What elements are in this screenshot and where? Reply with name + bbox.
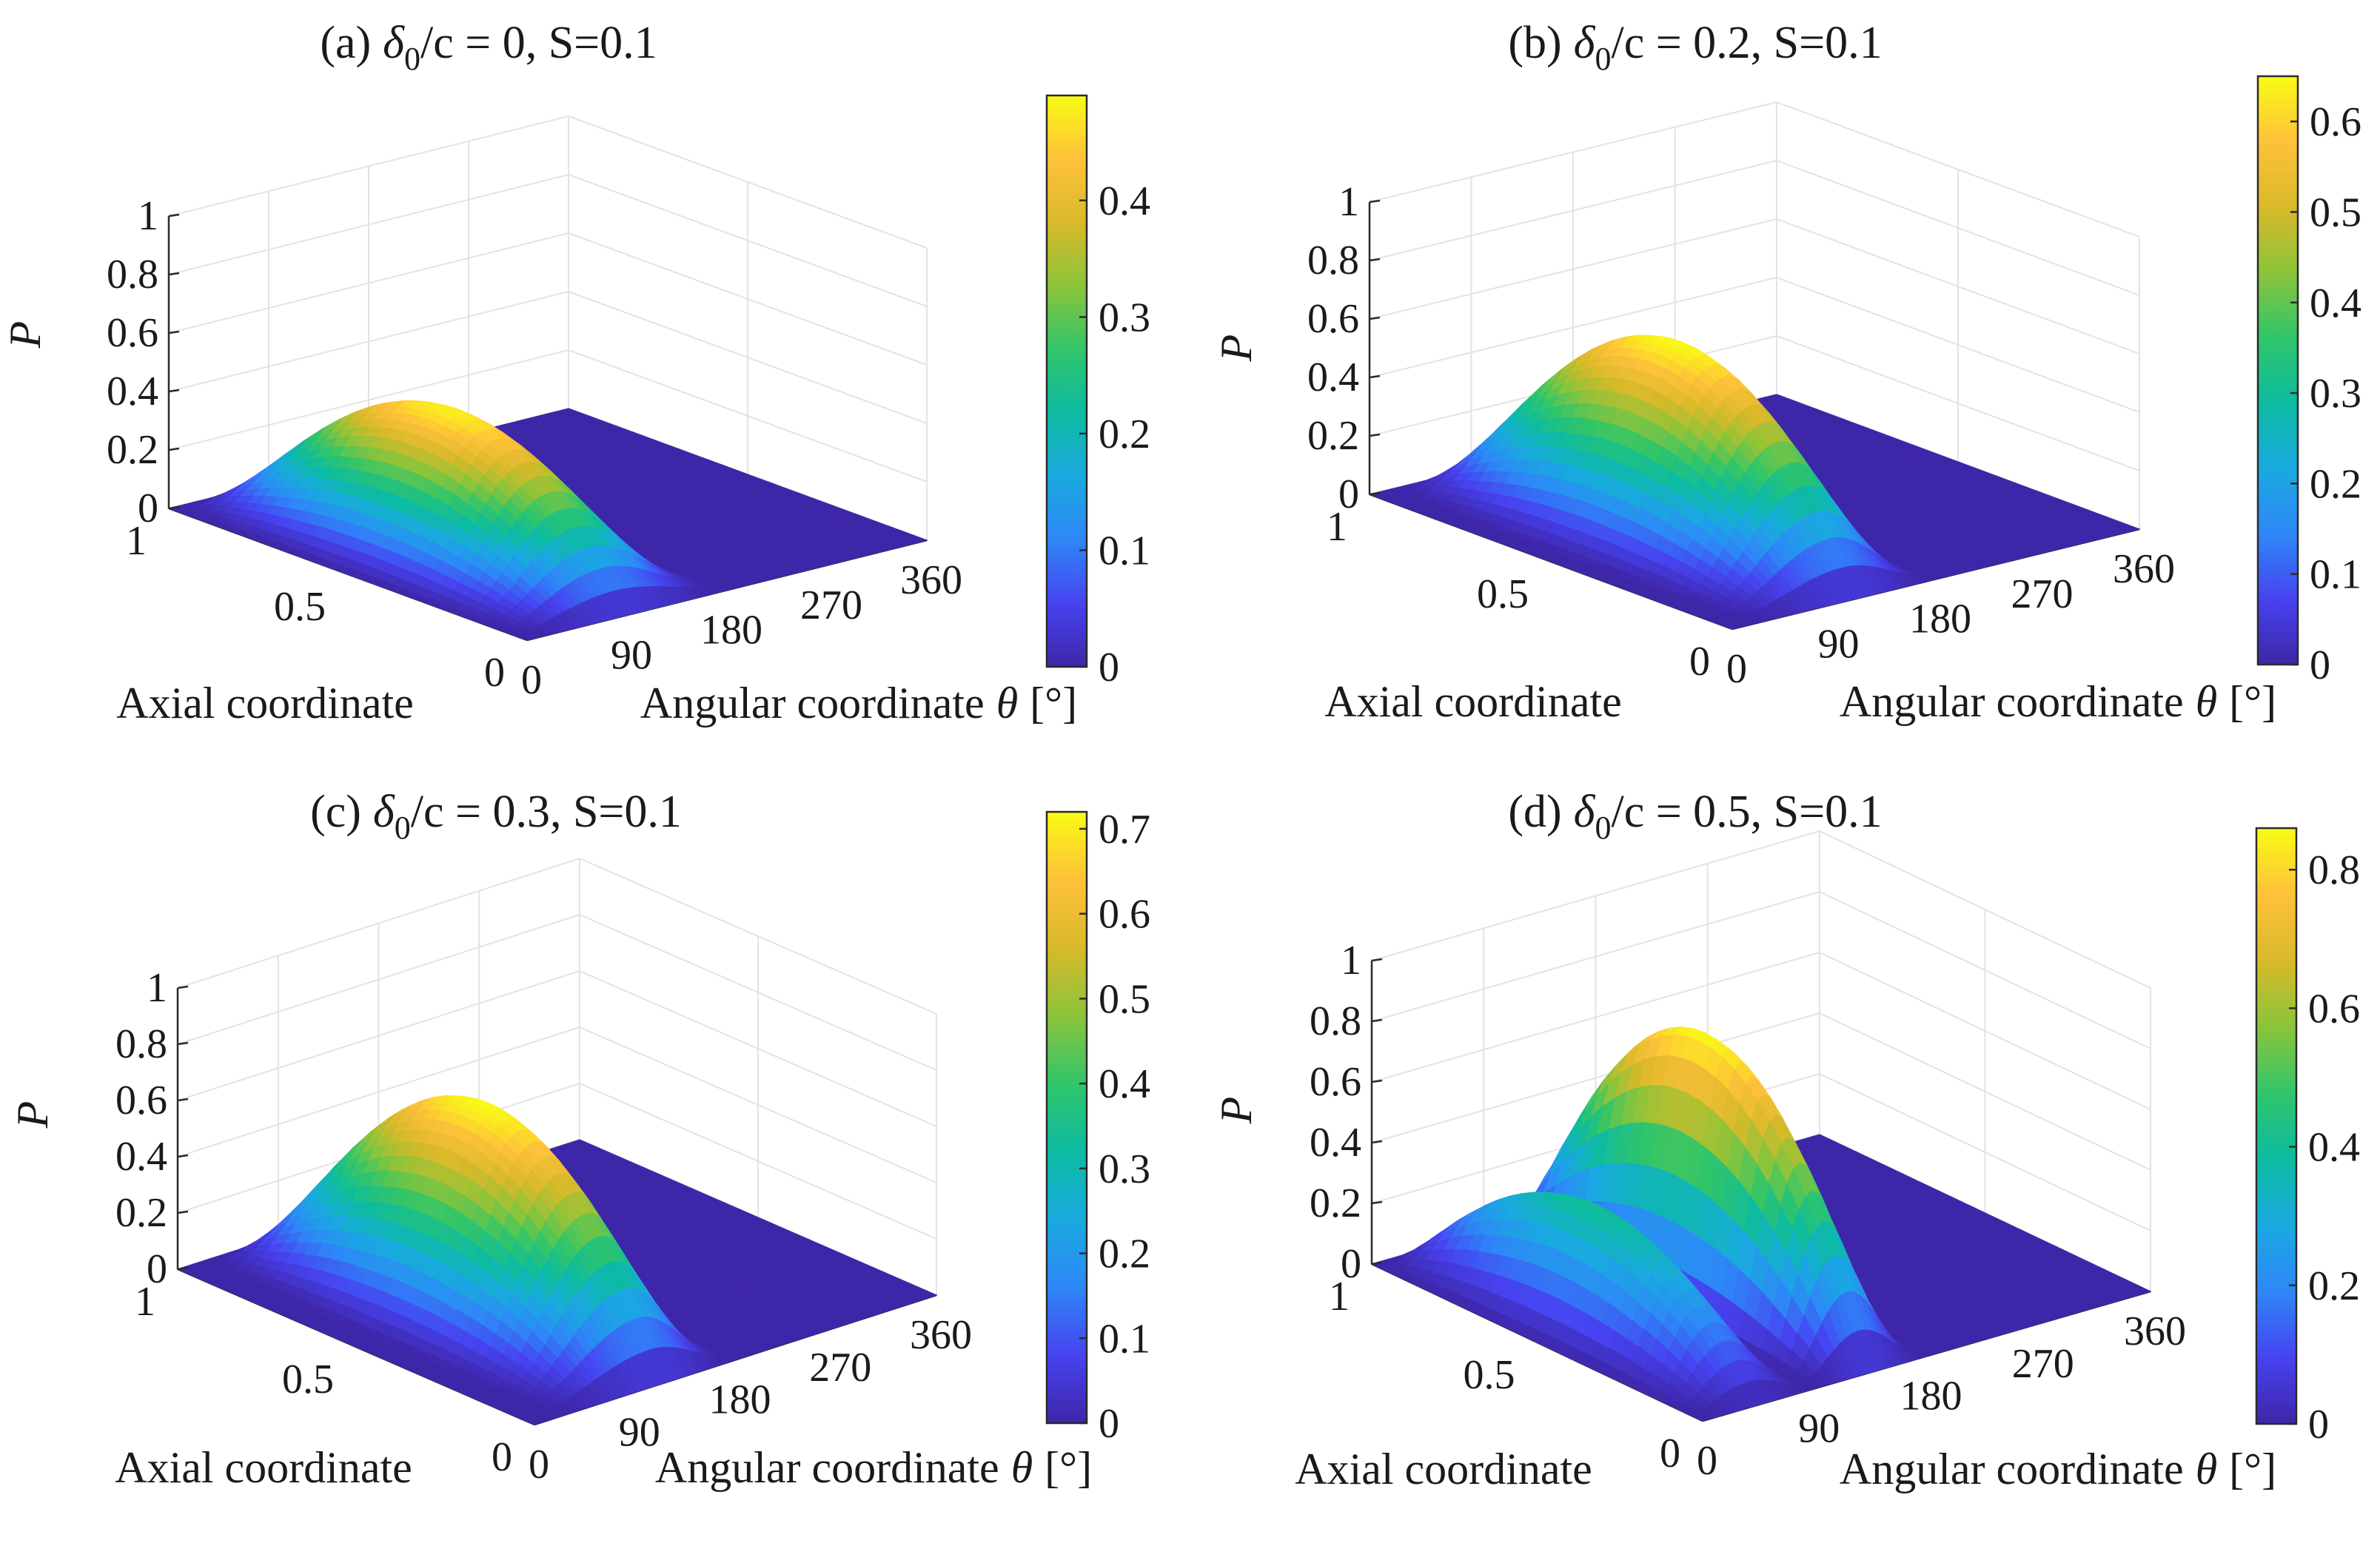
theta-tick-label: 180 [700,608,762,653]
colorbar: 0 0.1 0.2 0.3 0.4 [1047,95,1150,690]
theta-tick-label: 90 [611,632,652,678]
z-tick-label: 0.8 [107,252,158,298]
axial-tick-label: 0.5 [274,584,326,630]
theta-tick-label: 180 [1909,596,1971,642]
panel-title: (a)δ0/c = 0, S=0.1 [320,18,657,77]
colorbar-tick-label: 0 [2310,642,2330,688]
axial-axis-label: Axial coordinate [1324,677,1622,726]
z-tick-label: 0.4 [107,369,158,414]
colorbar-gradient [1047,95,1087,667]
axial-axis-label: Axial coordinate [116,679,414,727]
theta-tick-label: 90 [1818,621,1860,667]
colorbar-tick-label: 0.4 [2310,280,2361,326]
z-tick [1370,259,1380,261]
theta-tick-label: 270 [2011,571,2074,617]
colorbar: 0 0.1 0.2 0.3 0.4 0.5 0.6 [2258,76,2361,688]
z-tick [1370,317,1380,319]
z-tick [169,448,179,450]
z-tick-label: 0.4 [1307,354,1359,400]
panel-a: 0 0.2 0.4 0.6 0.8 1 0 90 180 270 360 0 0.5 1 Angular c… [1,18,1150,727]
theta-tick-label: 360 [900,557,962,603]
colorbar-tick-label: 0.1 [2310,552,2361,598]
z-tick-label: 0.2 [107,427,158,473]
axial-tick-label: 1 [1327,504,1347,550]
z-tick-label: 0.8 [1307,238,1359,283]
z-tick-label: 0.6 [1307,296,1359,342]
z-tick [169,215,179,216]
z-tick-label: 0.2 [1307,413,1359,459]
colorbar-tick-label: 0.6 [2310,99,2361,145]
colorbar-tick-label: 0.2 [1099,411,1150,457]
z-tick-label: 0.6 [107,310,158,356]
axial-tick-label: 0 [1689,639,1710,685]
axial-tick-label: 0.5 [1477,571,1529,617]
p-axis-label: P [1212,335,1261,363]
z-tick-label: 1 [138,193,158,239]
colorbar-tick-label: 0.1 [1099,528,1150,574]
colorbar-tick-label: 0.3 [1099,295,1150,340]
colorbar-tick-label: 0.2 [2310,461,2361,507]
theta-tick-label: 0 [1726,646,1747,692]
p-axis-label: P [1,321,50,349]
z-tick [1370,376,1380,377]
z-tick [169,273,179,275]
z-tick [169,390,179,391]
z-tick [1370,434,1380,436]
colorbar-gradient [2258,76,2298,665]
panel-title: (b)δ0/c = 0.2, S=0.1 [1508,18,1882,77]
colorbar-tick-label: 0.4 [1099,178,1150,224]
theta-tick-label: 270 [800,582,862,628]
axial-tick-label: 0 [484,650,505,696]
z-tick [169,332,179,333]
colorbar-tick-label: 0 [1099,645,1119,690]
theta-tick-label: 0 [521,657,542,703]
z-tick-label: 1 [1338,179,1359,225]
theta-tick-label: 360 [2113,546,2175,592]
panel-b: 0 0.2 0.4 0.6 0.8 1 0 90 180 270 360 0 0.5 1 Angular c… [1212,18,2361,726]
z-tick [1370,201,1380,202]
axial-tick-label: 1 [126,518,147,564]
colorbar-tick-label: 0.5 [2310,189,2361,235]
colorbar-tick-label: 0.3 [2310,371,2361,417]
